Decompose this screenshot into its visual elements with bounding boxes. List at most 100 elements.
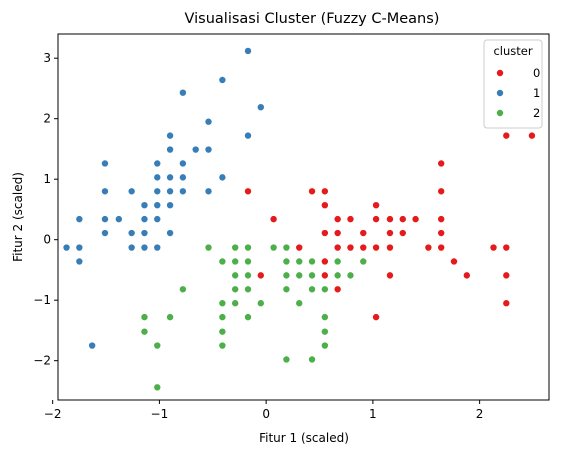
data-point-cluster-2: [308, 271, 317, 280]
data-point-cluster-1: [100, 229, 109, 238]
data-point-cluster-0: [489, 243, 498, 252]
data-point-cluster-1: [153, 187, 162, 196]
data-point-cluster-2: [308, 257, 317, 266]
data-point-cluster-1: [140, 243, 149, 252]
data-point-cluster-1: [114, 215, 123, 224]
x-axis-label: Fitur 1 (scaled): [259, 431, 349, 445]
data-point-cluster-0: [295, 243, 304, 252]
data-point-cluster-1: [204, 145, 213, 154]
data-point-cluster-2: [295, 257, 304, 266]
data-point-cluster-0: [333, 285, 342, 294]
data-point-cluster-2: [320, 313, 329, 322]
data-point-cluster-2: [333, 257, 342, 266]
data-point-cluster-0: [385, 215, 394, 224]
data-point-cluster-2: [359, 257, 368, 266]
data-point-cluster-2: [282, 243, 291, 252]
y-tick-label: 3: [43, 51, 51, 65]
data-point-cluster-0: [333, 215, 342, 224]
data-point-cluster-1: [140, 201, 149, 210]
data-point-cluster-1: [218, 75, 227, 84]
y-tick-label: −2: [33, 354, 51, 368]
data-point-cluster-2: [256, 299, 265, 308]
y-axis-ticks: −2 −1 0 1 2 3: [33, 51, 58, 368]
data-point-cluster-1: [166, 187, 175, 196]
data-point-cluster-1: [88, 341, 97, 350]
data-point-cluster-0: [269, 215, 278, 224]
data-point-cluster-1: [243, 131, 252, 140]
data-point-cluster-0: [437, 243, 446, 252]
legend: cluster 0 1 2: [483, 39, 543, 129]
legend-marker-2: [495, 109, 504, 118]
data-point-cluster-1: [178, 159, 187, 168]
data-point-cluster-2: [153, 383, 162, 392]
data-point-cluster-1: [166, 145, 175, 154]
legend-marker-0: [495, 69, 504, 78]
data-point-cluster-1: [243, 46, 252, 55]
data-point-cluster-0: [462, 271, 471, 280]
data-point-cluster-2: [282, 271, 291, 280]
data-point-cluster-1: [166, 131, 175, 140]
data-point-cluster-2: [320, 327, 329, 336]
y-tick-label: 2: [43, 112, 51, 126]
data-point-cluster-0: [411, 215, 420, 224]
data-point-cluster-0: [385, 229, 394, 238]
legend-marker-1: [495, 89, 504, 98]
data-point-cluster-0: [502, 131, 511, 140]
data-point-cluster-0: [359, 229, 368, 238]
data-point-cluster-2: [231, 243, 240, 252]
data-point-cluster-2: [346, 271, 355, 280]
data-point-cluster-2: [166, 313, 175, 322]
data-point-cluster-2: [282, 285, 291, 294]
data-point-cluster-0: [372, 215, 381, 224]
data-point-cluster-1: [178, 88, 187, 97]
data-point-cluster-0: [437, 187, 446, 196]
data-point-cluster-0: [333, 243, 342, 252]
data-point-cluster-2: [218, 257, 227, 266]
data-point-cluster-1: [153, 173, 162, 182]
data-point-cluster-1: [166, 201, 175, 210]
data-point-cluster-0: [385, 243, 394, 252]
data-point-cluster-2: [243, 271, 252, 280]
data-point-cluster-1: [140, 229, 149, 238]
data-point-cluster-1: [127, 229, 136, 238]
data-point-cluster-0: [320, 271, 329, 280]
data-point-cluster-2: [243, 257, 252, 266]
data-point-cluster-1: [100, 187, 109, 196]
data-point-cluster-0: [372, 201, 381, 210]
data-point-cluster-0: [449, 257, 458, 266]
data-point-cluster-2: [243, 313, 252, 322]
data-point-cluster-0: [372, 313, 381, 322]
data-point-cluster-1: [256, 103, 265, 112]
data-point-cluster-2: [218, 299, 227, 308]
data-point-cluster-0: [243, 187, 252, 196]
legend-label-2: 2: [533, 106, 540, 120]
data-point-cluster-1: [204, 117, 213, 126]
y-tick-label: −1: [33, 293, 51, 307]
data-point-cluster-1: [153, 201, 162, 210]
data-point-cluster-2: [178, 285, 187, 294]
y-axis-label: Fitur 2 (scaled): [11, 172, 25, 262]
data-point-cluster-0: [424, 243, 433, 252]
data-point-cluster-2: [320, 285, 329, 294]
data-point-cluster-2: [218, 327, 227, 336]
data-point-cluster-2: [269, 243, 278, 252]
data-point-cluster-0: [502, 243, 511, 252]
data-point-cluster-1: [75, 257, 84, 266]
legend-label-1: 1: [533, 86, 540, 100]
data-point-cluster-2: [218, 341, 227, 350]
data-point-cluster-0: [320, 229, 329, 238]
data-point-cluster-1: [218, 173, 227, 182]
x-tick-label: 0: [262, 407, 270, 421]
data-point-cluster-2: [231, 257, 240, 266]
data-point-cluster-0: [346, 215, 355, 224]
legend-title: cluster: [493, 44, 532, 58]
data-point-cluster-2: [231, 271, 240, 280]
data-point-cluster-1: [100, 159, 109, 168]
data-point-cluster-2: [243, 285, 252, 294]
data-point-cluster-2: [282, 355, 291, 364]
data-point-cluster-1: [140, 215, 149, 224]
data-point-cluster-0: [437, 229, 446, 238]
data-point-cluster-0: [398, 229, 407, 238]
data-point-cluster-1: [178, 173, 187, 182]
data-point-cluster-1: [191, 145, 200, 154]
